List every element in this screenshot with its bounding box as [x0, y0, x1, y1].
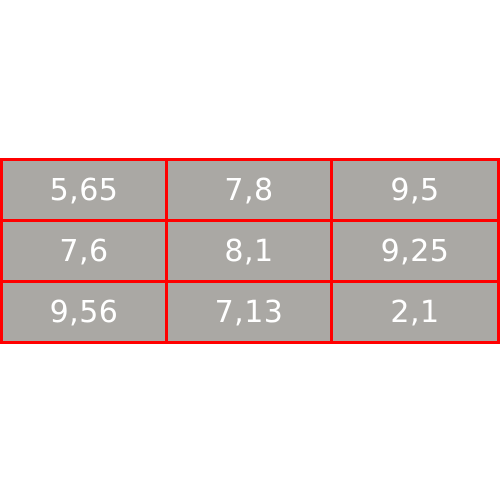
grid-cell-r1-c3: 9,5 [333, 161, 497, 219]
value-grid: 5,65 7,8 9,5 7,6 8,1 9,25 9,56 7,13 2,1 [0, 158, 500, 344]
grid-cell-r3-c3: 2,1 [333, 283, 497, 341]
grid-cell-r3-c2: 7,13 [168, 283, 330, 341]
grid-cell-r3-c1: 9,56 [3, 283, 165, 341]
grid-cell-r1-c1: 5,65 [3, 161, 165, 219]
grid-cell-r1-c2: 7,8 [168, 161, 330, 219]
grid-cell-r2-c3: 9,25 [333, 222, 497, 280]
grid-cell-r2-c2: 8,1 [168, 222, 330, 280]
grid-cell-r2-c1: 7,6 [3, 222, 165, 280]
